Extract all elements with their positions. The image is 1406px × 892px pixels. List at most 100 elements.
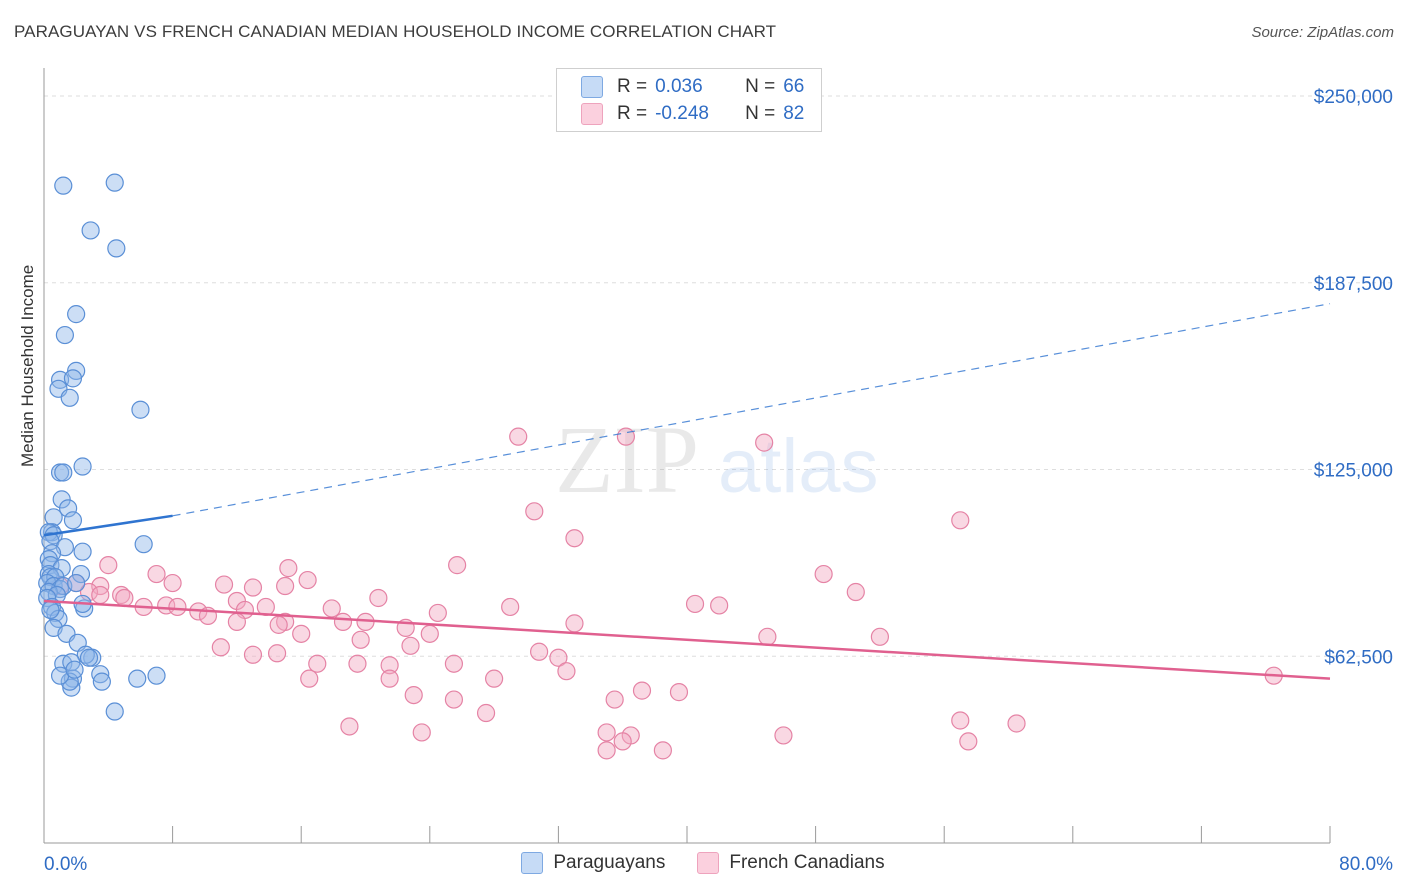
legend-swatch-french-canadians: [697, 852, 720, 874]
point-french-canadians: [605, 690, 624, 709]
point-french-canadians: [774, 726, 793, 745]
watermark-zip: ZIP: [555, 406, 699, 513]
point-french-canadians: [669, 683, 689, 702]
y-tick-label: $187,500: [1314, 274, 1393, 295]
point-french-canadians: [115, 588, 134, 608]
axes: [43, 68, 1331, 844]
point-paraguayans: [65, 660, 84, 679]
legend-item-paraguayans[interactable]: Paraguayans: [521, 852, 665, 874]
legend-row-french-canadians: R = -0.248 N = 82: [581, 102, 804, 126]
point-french-canadians: [501, 597, 520, 617]
point-paraguayans: [67, 573, 86, 593]
point-paraguayans: [79, 648, 99, 667]
point-french-canadians: [613, 732, 632, 751]
point-french-canadians: [168, 597, 187, 617]
point-french-canadians: [340, 717, 359, 736]
point-french-canadians: [530, 642, 549, 661]
watermark: ZIP atlas: [555, 406, 879, 513]
correlation-legend: R = 0.036 N = 66 R = -0.248 N = 82: [556, 68, 822, 132]
point-paraguayans: [73, 457, 92, 476]
point-french-canadians: [243, 645, 263, 664]
n-label: N =: [745, 103, 776, 124]
tick-labels: $62,500 $125,000 $187,500 $250,000 0.0% 80.0%: [44, 87, 1393, 875]
point-french-canadians: [951, 711, 970, 730]
n-label: N =: [745, 76, 776, 97]
trend-lines: [43, 303, 1331, 680]
point-french-canadians: [308, 654, 327, 673]
point-paraguayans: [81, 221, 100, 240]
x-tick-label-min: 0.0%: [44, 854, 87, 875]
trend-line-paraguayans-extension: [172, 303, 1331, 517]
point-french-canadians: [380, 669, 399, 688]
point-french-canadians: [814, 564, 833, 584]
point-french-canadians: [112, 585, 131, 605]
point-french-canadians: [420, 624, 439, 643]
point-french-canadians: [214, 575, 234, 594]
point-paraguayans: [63, 511, 83, 530]
point-french-canadians: [685, 594, 705, 614]
point-french-canadians: [476, 703, 496, 723]
legend-label-paraguayans: Paraguayans: [553, 852, 666, 873]
point-paraguayans: [71, 564, 91, 584]
point-paraguayans: [134, 535, 153, 554]
point-french-canadians: [485, 669, 504, 688]
legend-item-french-canadians[interactable]: French Canadians: [697, 852, 885, 874]
point-french-canadians: [369, 588, 388, 608]
chart-title: PARAGUAYAN VS FRENCH CANADIAN MEDIAN HOU…: [14, 22, 777, 41]
point-french-canadians: [549, 648, 568, 667]
r-value: -0.248: [655, 103, 709, 124]
point-french-canadians: [227, 612, 246, 631]
point-french-canadians: [211, 638, 230, 657]
point-paraguayans: [52, 490, 71, 509]
legend-swatch-paraguayans: [521, 852, 544, 874]
watermark-atlas: atlas: [718, 424, 879, 509]
x-tick-label-max: 80.0%: [1339, 854, 1393, 875]
point-paraguayans: [41, 600, 60, 620]
point-paraguayans: [76, 645, 95, 664]
point-french-canadians: [870, 627, 890, 646]
point-french-canadians: [557, 662, 576, 681]
y-tick-label: $62,500: [1324, 647, 1393, 668]
point-french-canadians: [99, 556, 118, 575]
legend-swatch-french-canadians: [581, 103, 603, 125]
point-french-canadians: [404, 685, 423, 705]
point-french-canadians: [565, 529, 584, 548]
point-paraguayans: [147, 666, 166, 685]
point-paraguayans: [105, 702, 124, 721]
point-paraguayans: [63, 369, 83, 388]
point-french-canadians: [444, 654, 464, 673]
point-french-canadians: [269, 615, 288, 634]
point-french-canadians: [525, 502, 544, 521]
point-paraguayans: [73, 542, 92, 561]
r-label: R =: [617, 76, 648, 97]
legend-label-french-canadians: French Canadians: [729, 852, 885, 873]
point-paraguayans: [54, 176, 73, 195]
point-french-canadians: [322, 599, 341, 618]
point-paraguayans: [60, 672, 79, 691]
point-french-canadians: [300, 669, 319, 688]
data-points: [38, 173, 1283, 760]
point-paraguayans: [107, 239, 126, 258]
series-legend: Paraguayans French Canadians: [0, 852, 1406, 874]
point-french-canadians: [1007, 714, 1026, 733]
point-french-canadians: [401, 636, 420, 655]
point-french-canadians: [597, 723, 616, 742]
point-french-canadians: [710, 596, 729, 615]
point-french-canadians: [412, 723, 431, 742]
point-french-canadians: [565, 614, 584, 633]
y-axis-label: Median Household Income: [18, 264, 37, 467]
point-french-canadians: [292, 624, 311, 643]
point-french-canadians: [616, 427, 636, 446]
point-paraguayans: [62, 678, 81, 697]
point-french-canadians: [448, 556, 467, 575]
point-french-canadians: [279, 559, 298, 578]
r-value: 0.036: [655, 76, 703, 97]
point-french-canadians: [298, 570, 317, 590]
point-paraguayans: [67, 305, 86, 324]
point-french-canadians: [267, 644, 287, 663]
point-french-canadians: [333, 612, 353, 631]
legend-row-paraguayans: R = 0.036 N = 66: [581, 75, 804, 99]
y-tick-label: $250,000: [1314, 87, 1393, 108]
point-french-canadians: [91, 585, 110, 605]
